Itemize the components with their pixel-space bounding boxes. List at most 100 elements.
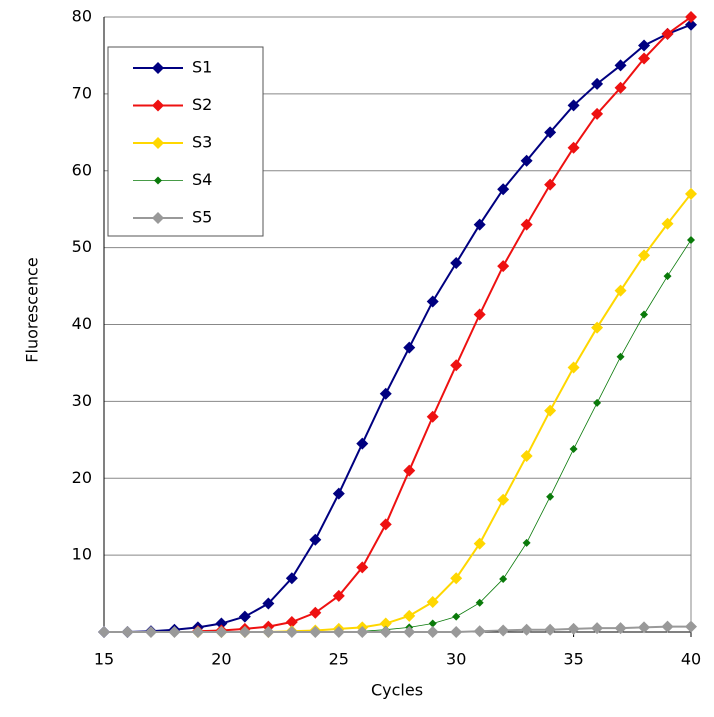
data-point bbox=[428, 619, 437, 628]
data-point bbox=[285, 626, 298, 638]
data-point bbox=[332, 487, 345, 500]
data-point bbox=[403, 626, 416, 638]
data-point bbox=[616, 352, 625, 361]
legend-label: S4 bbox=[192, 170, 212, 189]
data-point bbox=[473, 308, 486, 321]
data-point bbox=[567, 361, 580, 374]
data-point bbox=[215, 626, 228, 638]
data-point bbox=[332, 589, 345, 602]
data-point bbox=[520, 154, 533, 167]
data-point bbox=[426, 295, 439, 308]
data-point bbox=[403, 609, 416, 622]
legend-label: S5 bbox=[192, 208, 212, 227]
data-point bbox=[285, 616, 298, 629]
data-point bbox=[475, 598, 484, 607]
data-point bbox=[497, 624, 510, 637]
x-tick-label: 25 bbox=[329, 650, 349, 669]
x-tick-label: 35 bbox=[563, 650, 583, 669]
data-point bbox=[497, 493, 510, 506]
data-point bbox=[640, 310, 649, 319]
data-point bbox=[450, 359, 463, 372]
y-tick-label: 20 bbox=[72, 468, 92, 487]
data-point bbox=[450, 257, 463, 269]
data-point bbox=[262, 597, 275, 610]
data-point bbox=[685, 11, 697, 23]
y-tick-label: 10 bbox=[72, 545, 92, 564]
data-point bbox=[450, 626, 463, 638]
data-point bbox=[638, 249, 651, 262]
y-tick-label: 60 bbox=[72, 160, 92, 179]
y-tick-label: 80 bbox=[72, 7, 92, 26]
data-point bbox=[473, 625, 486, 638]
series-line bbox=[197, 193, 692, 633]
data-point bbox=[98, 626, 110, 638]
data-point bbox=[262, 626, 275, 638]
data-point bbox=[499, 574, 508, 583]
data-point bbox=[522, 538, 531, 547]
data-point bbox=[379, 518, 392, 531]
legend-marker bbox=[152, 99, 164, 112]
data-point bbox=[593, 398, 602, 407]
legend-marker bbox=[152, 62, 164, 74]
data-point bbox=[473, 537, 486, 550]
data-point bbox=[591, 622, 604, 635]
data-point bbox=[452, 612, 461, 621]
x-tick-label: 30 bbox=[446, 650, 466, 669]
data-point bbox=[638, 621, 651, 634]
series-line bbox=[197, 239, 692, 633]
legend-box bbox=[107, 46, 264, 237]
data-point bbox=[544, 178, 557, 191]
data-point bbox=[379, 617, 392, 630]
data-point bbox=[685, 18, 697, 31]
series-line bbox=[197, 16, 692, 633]
data-point bbox=[546, 492, 555, 501]
data-point bbox=[403, 341, 416, 354]
data-point bbox=[638, 52, 651, 65]
data-point bbox=[663, 272, 672, 281]
data-point bbox=[309, 606, 322, 619]
data-point bbox=[309, 626, 322, 638]
data-point bbox=[544, 623, 557, 636]
data-point bbox=[309, 533, 322, 546]
data-point bbox=[614, 81, 627, 94]
legend-marker bbox=[154, 176, 162, 185]
y-axis-label: Fluorescence bbox=[23, 257, 42, 362]
data-point bbox=[569, 445, 578, 454]
x-tick-label: 15 bbox=[94, 650, 114, 669]
data-point bbox=[168, 626, 181, 638]
data-point bbox=[520, 449, 533, 462]
data-point bbox=[403, 464, 416, 477]
data-point bbox=[567, 99, 580, 112]
x-tick-label: 20 bbox=[211, 650, 231, 669]
data-point bbox=[379, 387, 392, 400]
data-point bbox=[450, 572, 463, 585]
data-point bbox=[426, 596, 439, 609]
data-point bbox=[638, 39, 651, 52]
data-point bbox=[238, 626, 251, 638]
data-point bbox=[685, 187, 697, 200]
data-point bbox=[567, 141, 580, 154]
y-tick-label: 30 bbox=[72, 391, 92, 410]
data-point bbox=[285, 572, 298, 585]
legend-label: S1 bbox=[192, 58, 212, 77]
data-point bbox=[356, 561, 369, 574]
data-point bbox=[520, 218, 533, 231]
data-point bbox=[144, 626, 157, 638]
data-point bbox=[520, 623, 533, 636]
data-point bbox=[379, 626, 392, 638]
x-axis-label: Cycles bbox=[371, 681, 423, 700]
data-point bbox=[661, 27, 674, 40]
data-point bbox=[614, 59, 627, 72]
data-point bbox=[687, 235, 695, 244]
data-point bbox=[426, 410, 439, 423]
data-point bbox=[215, 617, 228, 630]
data-point bbox=[591, 321, 604, 334]
data-point bbox=[497, 183, 510, 196]
data-point bbox=[191, 626, 204, 638]
legend-label: S3 bbox=[192, 133, 212, 152]
data-point bbox=[591, 107, 604, 120]
data-point bbox=[332, 626, 345, 638]
data-point bbox=[356, 626, 369, 638]
data-point bbox=[614, 622, 627, 635]
